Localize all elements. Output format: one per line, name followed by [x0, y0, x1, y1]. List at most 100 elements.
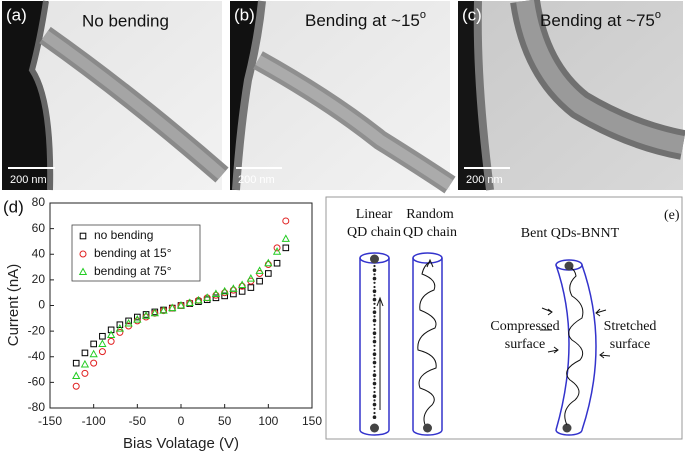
marker-square [221, 292, 228, 300]
marker-circle [116, 328, 124, 336]
arrow-head [376, 296, 384, 307]
marker-square [273, 259, 281, 267]
qd-dot [372, 276, 377, 281]
marker-square [99, 332, 106, 340]
label: Stretched [604, 319, 657, 334]
marker-square [212, 294, 220, 302]
marker-triangle [229, 284, 238, 292]
marker-triangle [264, 258, 273, 267]
legend-label: no bending [94, 228, 153, 242]
marker-triangle [168, 303, 177, 312]
panel-label: (d) [3, 197, 24, 216]
panel-label: (c) [462, 5, 482, 24]
y-tick-label: 40 [32, 246, 46, 260]
marker-triangle [80, 359, 90, 368]
qd-dot [373, 306, 376, 310]
y-axis-title: Current (nA) [5, 264, 22, 347]
marker-circle [98, 348, 106, 356]
marker-triangle [185, 298, 194, 306]
y-tick-label: -20 [28, 323, 46, 337]
qd-dot [373, 407, 376, 410]
label: QD chain [347, 225, 401, 240]
scale-bar-label: 200 nm [238, 174, 275, 186]
random-chain [417, 261, 437, 428]
scale-bar-label: 200 nm [10, 174, 47, 186]
x-tick-label: 100 [258, 414, 278, 428]
marker-square [90, 340, 97, 348]
qd-dot [373, 264, 376, 268]
marker-triangle [237, 280, 247, 288]
qd-dot [373, 336, 376, 339]
qd-dot [373, 344, 376, 347]
marker-square [107, 326, 115, 334]
marker-triangle [115, 324, 125, 332]
marker-triangle [124, 318, 133, 327]
qd-dot [373, 348, 376, 352]
marker-triangle [150, 308, 159, 317]
panel-caption: Bending at ~75o [540, 9, 661, 31]
qd-dot [373, 323, 376, 326]
marker-square [238, 288, 246, 295]
x-axis-title: Bias Volatage (V) [123, 435, 239, 452]
legend-label: bending at 15° [94, 246, 172, 260]
y-tick-label: 60 [32, 221, 46, 235]
marker-square [125, 317, 132, 325]
marker-triangle [89, 349, 98, 358]
qd-dot [372, 331, 377, 336]
x-tick-label: 0 [178, 414, 185, 428]
marker-triangle [203, 293, 212, 301]
caption-text: Bending at ~75 [540, 11, 655, 30]
qd-dot [373, 411, 376, 415]
qd-dot [373, 390, 376, 394]
random-chain [564, 267, 584, 426]
label: Compressed [490, 319, 559, 334]
qd-dot [372, 268, 377, 273]
panel-label: (b) [234, 5, 255, 24]
diagram: (e) Linear QD chain Random QD chain Bent… [325, 196, 683, 440]
panel-label: (a) [6, 5, 27, 24]
qd-dot [372, 318, 377, 323]
qd-dot [373, 294, 376, 297]
marker-triangle [133, 315, 142, 323]
marker-square [247, 284, 255, 291]
marker-circle [90, 359, 98, 367]
tube [412, 252, 443, 436]
qd-dot [372, 394, 377, 399]
legend-box [71, 224, 201, 282]
marker-triangle [176, 300, 186, 309]
panel-caption: Bending at ~15o [305, 9, 426, 31]
qd-end [423, 423, 432, 433]
qd-dot [373, 365, 376, 368]
qd-dot [373, 386, 376, 389]
marker-circle [282, 217, 290, 225]
marker-circle [72, 382, 80, 390]
qd-dot [373, 273, 376, 276]
scale-bar-label: 200 nm [466, 174, 503, 186]
marker-square [265, 270, 272, 277]
marker-triangle [281, 234, 290, 242]
tem-image-c [458, 0, 685, 191]
qd-dot [372, 310, 377, 315]
caption-sup: o [655, 9, 661, 21]
label: surface [505, 337, 545, 352]
qd-dot [372, 402, 377, 407]
qd-dot [373, 302, 376, 305]
tem-image-a [2, 0, 229, 191]
qd-dot [372, 381, 377, 386]
qd-dot [372, 415, 377, 420]
qd-dot [373, 285, 376, 289]
marker-triangle [78, 267, 88, 275]
y-tick-label: 20 [32, 272, 46, 286]
marker-square [256, 277, 263, 285]
arrow-head [426, 258, 434, 268]
marker-circle [81, 369, 89, 377]
marker-square [72, 359, 80, 367]
marker-triangle [255, 266, 264, 274]
y-tick-label: 0 [38, 298, 45, 312]
qd-dot [373, 378, 376, 381]
label: Linear [356, 207, 393, 222]
marker-triangle [211, 289, 221, 297]
marker-square [116, 321, 124, 329]
label: Random [406, 207, 454, 222]
